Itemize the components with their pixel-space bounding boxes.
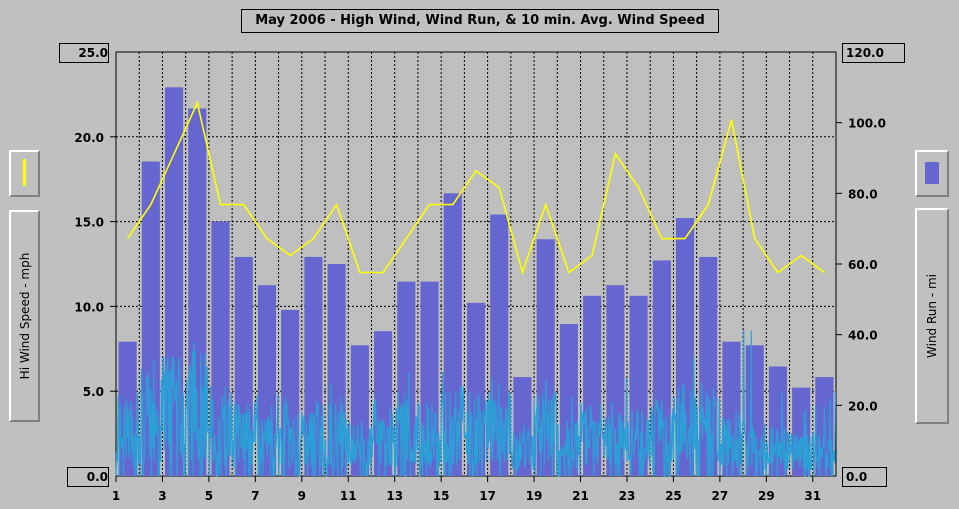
left-axis-tick-label: 20.0 — [74, 131, 104, 145]
right-axis-min-label: 0.0 — [842, 467, 887, 487]
wind-run-bar — [118, 341, 137, 476]
x-axis-tick-label: 29 — [758, 489, 775, 503]
x-axis-tick-label: 11 — [340, 489, 357, 503]
x-axis-tick-label: 19 — [526, 489, 543, 503]
right-axis-tick-label: 40.0 — [848, 329, 878, 343]
x-axis-tick-label: 31 — [804, 489, 821, 503]
x-axis-tick-label: 25 — [665, 489, 682, 503]
wind-run-bar — [745, 345, 764, 476]
x-axis-tick-label: 13 — [386, 489, 403, 503]
right-axis-tick-label: 20.0 — [848, 399, 878, 413]
yellow-line-icon — [23, 159, 26, 186]
right-axis-max-label: 120.0 — [842, 43, 905, 63]
wind-run-bar — [536, 239, 555, 476]
wind-run-bar — [443, 193, 462, 477]
x-axis-tick-label: 17 — [479, 489, 496, 503]
x-axis-tick-label: 21 — [572, 489, 589, 503]
x-axis-tick-label: 1 — [112, 489, 120, 503]
x-axis-tick-label: 27 — [712, 489, 729, 503]
wind-run-bar — [559, 324, 578, 476]
right-axis-tick-label: 100.0 — [848, 117, 886, 131]
right-axis-tick-label: 80.0 — [848, 187, 878, 201]
chart-title: May 2006 - High Wind, Wind Run, & 10 min… — [241, 9, 719, 33]
right-axis-label: Wind Run - mi — [915, 208, 949, 424]
wind-run-legend-swatch — [915, 150, 949, 197]
left-axis-tick-label: 10.0 — [74, 300, 104, 314]
avg-wind-speed-line — [115, 330, 837, 477]
x-axis-tick-label: 23 — [619, 489, 636, 503]
x-axis-tick-label: 3 — [158, 489, 166, 503]
hi-wind-speed-line — [126, 100, 825, 276]
left-axis-label: Hi Wind Speed - mph — [9, 210, 40, 422]
hi-wind-legend-swatch — [9, 150, 40, 197]
left-axis-tick-label: 15.0 — [74, 216, 104, 230]
blue-bar-icon — [925, 162, 939, 184]
right-axis-tick-label: 60.0 — [848, 258, 878, 272]
x-axis-tick-label: 9 — [298, 489, 306, 503]
x-axis-tick-label: 5 — [205, 489, 213, 503]
left-axis-min-label: 0.0 — [67, 467, 109, 487]
x-axis-tick-label: 7 — [251, 489, 259, 503]
left-axis-tick-label: 5.0 — [83, 385, 104, 399]
wind-run-bar — [652, 260, 671, 476]
x-axis-tick-label: 15 — [433, 489, 450, 503]
left-axis-max-label: 25.0 — [59, 43, 109, 63]
